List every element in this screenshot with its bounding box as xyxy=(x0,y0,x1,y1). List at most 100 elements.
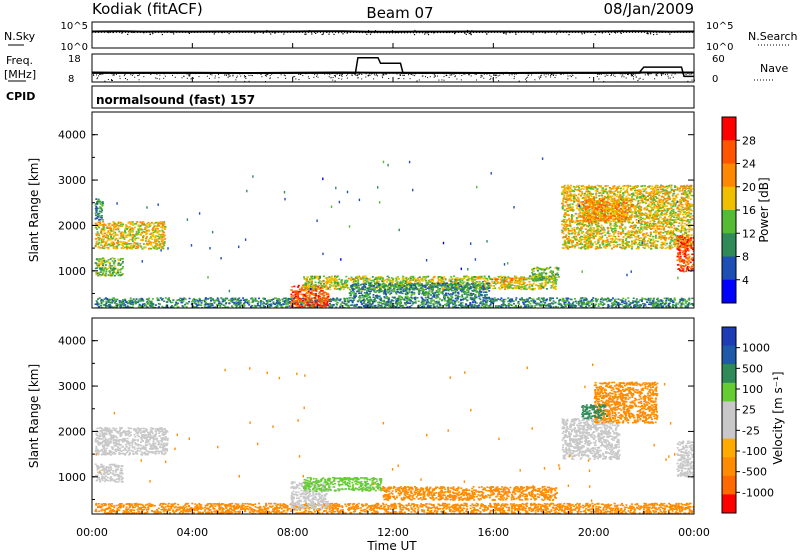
scatter-cell xyxy=(459,280,462,282)
scatter-cell xyxy=(421,303,423,305)
scatter-cell xyxy=(122,233,125,236)
scatter-cell xyxy=(669,298,672,301)
scatter-cell xyxy=(412,302,415,305)
scatter-cell xyxy=(109,273,112,276)
scatter-cell xyxy=(599,300,602,303)
scatter-cell xyxy=(100,298,103,301)
scatter-cell xyxy=(484,280,487,283)
scatter-cell xyxy=(549,304,552,307)
scatter-cell xyxy=(184,298,187,300)
scatter-cell xyxy=(97,233,100,235)
scatter-cell xyxy=(243,302,245,305)
scatter-cell xyxy=(358,295,361,297)
scatter-cell xyxy=(610,305,613,307)
scatter-cell xyxy=(150,243,153,246)
scatter-cell xyxy=(129,234,132,237)
scatter-cell xyxy=(275,297,277,299)
scatter-cell xyxy=(147,303,149,305)
scatter-cell xyxy=(421,280,424,282)
scatter-cell xyxy=(494,283,497,285)
scatter-cell xyxy=(621,303,623,306)
scatter-cell xyxy=(521,300,524,302)
scatter-cell xyxy=(550,297,553,299)
scatter-cell xyxy=(552,282,555,285)
scatter-cell xyxy=(418,276,421,278)
scatter-cell xyxy=(381,300,384,302)
scatter-cell xyxy=(120,241,123,243)
frequency-sample-point xyxy=(624,73,626,75)
scatter-cell xyxy=(317,286,320,288)
scatter-cell xyxy=(289,298,292,300)
frequency-sample-point xyxy=(332,77,334,78)
scatter-cell xyxy=(319,298,322,300)
scatter-cell xyxy=(324,277,327,279)
scatter-cell xyxy=(340,281,343,284)
scatter-cell xyxy=(543,304,546,306)
scatter-cell xyxy=(307,291,310,294)
scatter-cell xyxy=(121,231,124,234)
frequency-sample-point xyxy=(174,76,176,78)
scatter-cell xyxy=(406,279,409,282)
scatter-cell xyxy=(655,303,657,305)
scatter-cell xyxy=(203,300,206,303)
scatter-cell xyxy=(150,232,153,235)
scatter-cell xyxy=(108,238,111,240)
scatter-cell xyxy=(139,221,142,223)
scatter-cell xyxy=(665,299,668,302)
scatter-cell xyxy=(391,280,394,283)
scatter-cell xyxy=(155,247,158,249)
scatter-cell xyxy=(490,301,493,304)
frequency-sample-point xyxy=(632,76,634,78)
scatter-cell xyxy=(369,299,372,301)
scatter-cell xyxy=(397,278,400,280)
scatter-cell xyxy=(351,291,354,294)
scatter-cell xyxy=(199,304,202,306)
scatter-cell xyxy=(533,302,536,304)
scatter-cell xyxy=(642,302,644,305)
scatter-cell xyxy=(336,297,339,299)
scatter-cell xyxy=(142,243,145,245)
scatter-cell xyxy=(239,299,242,302)
frequency-sample-point xyxy=(111,79,112,81)
scatter-cell xyxy=(120,304,123,307)
scatter-cell xyxy=(354,280,357,283)
scatter-cell xyxy=(384,283,387,286)
scatter-cell xyxy=(312,294,315,296)
scatter-cell xyxy=(499,299,502,301)
noise-sample-point xyxy=(112,31,114,33)
scatter-cell xyxy=(222,298,225,301)
scatter-cell xyxy=(435,285,437,288)
noise-sample-point xyxy=(464,32,466,34)
scatter-cell xyxy=(539,305,542,307)
scatter-cell xyxy=(342,284,344,287)
scatter-cell xyxy=(655,301,658,304)
scatter-cell xyxy=(514,275,517,278)
scatter-cell xyxy=(488,282,491,285)
scatter-cell xyxy=(231,305,234,308)
scatter-cell xyxy=(128,234,131,237)
frequency-sample-point xyxy=(328,76,330,78)
scatter-cell xyxy=(470,294,473,297)
scatter-cell xyxy=(479,294,482,297)
scatter-cell xyxy=(484,305,487,307)
scatter-cell xyxy=(306,301,309,304)
scatter-cell xyxy=(584,297,587,299)
scatter-cell xyxy=(357,275,360,278)
scatter-cell xyxy=(420,301,423,304)
scatter-cell xyxy=(410,304,413,307)
scatter-cell xyxy=(500,304,503,307)
scatter-cell xyxy=(304,298,307,301)
frequency-sample-point xyxy=(647,73,649,75)
scatter-cell xyxy=(343,283,346,286)
noise-sample-point xyxy=(465,33,467,35)
scatter-cell xyxy=(534,300,537,302)
scatter-cell xyxy=(128,299,131,302)
scatter-cell xyxy=(148,248,150,250)
scatter-cell xyxy=(161,227,164,229)
scatter-cell xyxy=(310,304,313,307)
frequency-sample-point xyxy=(543,74,545,76)
scatter-cell xyxy=(99,203,102,205)
scatter-cell xyxy=(564,300,567,302)
scatter-cell xyxy=(159,234,162,236)
scatter-cell xyxy=(95,300,98,302)
